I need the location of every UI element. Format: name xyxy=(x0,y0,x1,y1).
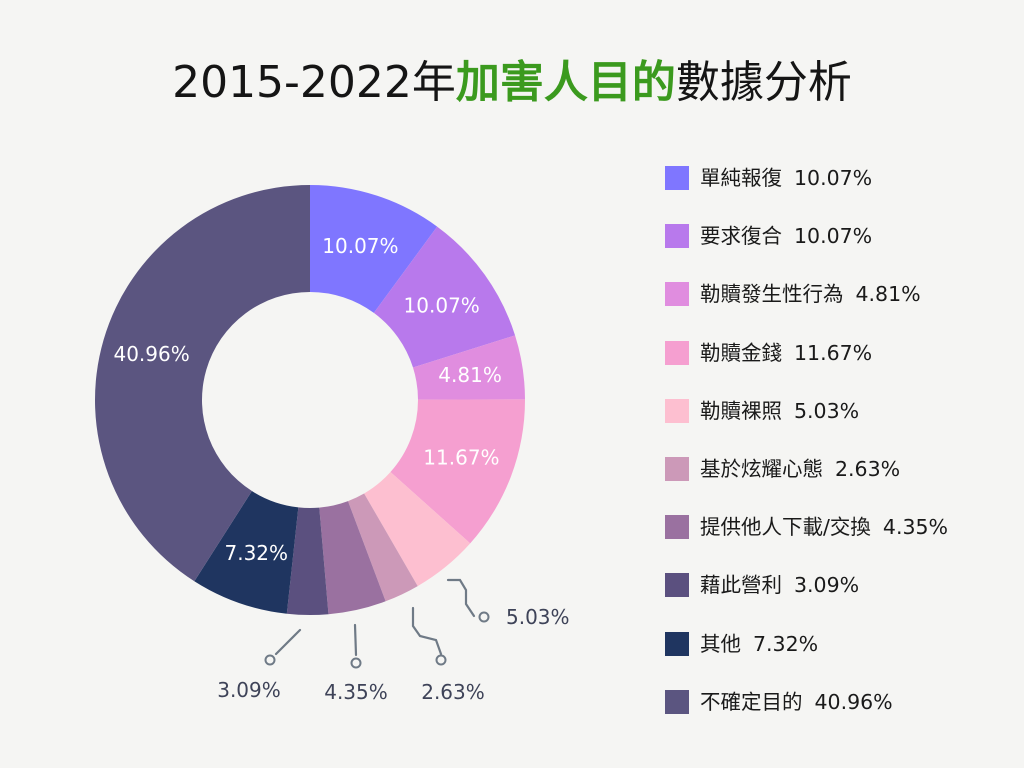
legend-label-9: 其他 7.32% xyxy=(700,626,818,662)
donut-slice-10 xyxy=(94,185,310,582)
legend-item-3: 勒贖發生性行為 4.81% xyxy=(665,276,1015,334)
legend-item-8: 藉此營利 3.09% xyxy=(665,567,1015,625)
legend-category-6: 基於炫耀心態 xyxy=(700,456,823,481)
donut-slice-2 xyxy=(373,226,516,368)
legend-item-4: 勒贖金錢 11.67% xyxy=(665,335,1015,393)
legend-value-5: 5.03% xyxy=(794,398,860,423)
legend-swatch-8 xyxy=(665,573,689,598)
legend-category-4: 勒贖金錢 xyxy=(700,340,782,365)
legend-label-8: 藉此營利 3.09% xyxy=(700,567,859,603)
legend-swatch-7 xyxy=(665,515,689,540)
value-label-10: 40.96% xyxy=(113,342,189,366)
legend-value-2: 10.07% xyxy=(794,224,873,249)
value-label-8: 3.09% xyxy=(217,678,281,702)
legend-item-5: 勒贖裸照 5.03% xyxy=(665,393,1015,451)
legend-item-2: 要求復合 10.07% xyxy=(665,218,1015,276)
legend-category-3: 勒贖發生性行為 xyxy=(700,282,844,307)
value-label-4: 11.67% xyxy=(423,446,499,470)
legend-swatch-6 xyxy=(665,456,689,481)
leader-line-5 xyxy=(446,578,476,618)
legend-label-3: 勒贖發生性行為 4.81% xyxy=(700,276,921,312)
legend-category-9: 其他 xyxy=(700,631,741,656)
legend-label-2: 要求復合 10.07% xyxy=(700,218,872,254)
leader-dot-5 xyxy=(478,611,490,623)
value-label-5: 5.03% xyxy=(506,605,570,629)
legend-value-1: 10.07% xyxy=(794,166,873,190)
legend-item-10: 不確定目的 40.96% xyxy=(665,684,1015,742)
legend-swatch-5 xyxy=(665,398,689,423)
legend-item-6: 基於炫耀心態 2.63% xyxy=(665,451,1015,509)
legend: 單純報復 10.07% 要求復合 10.07% 勒贖發生性行為 4.81% 勒贖金錢 11.6… xyxy=(665,160,1015,742)
donut-slice-1 xyxy=(310,185,438,313)
legend-swatch-3 xyxy=(665,282,689,307)
leader-line-6 xyxy=(411,606,443,656)
value-label-7: 4.35% xyxy=(324,680,388,704)
title-prefix: 2015-2022年 xyxy=(172,57,456,108)
donut-slice-3 xyxy=(413,335,525,400)
donut-slice-8 xyxy=(286,507,329,615)
title-suffix: 數據分析 xyxy=(675,57,852,108)
legend-category-1: 單純報復 xyxy=(700,166,782,190)
donut-slices xyxy=(94,185,525,615)
legend-swatch-4 xyxy=(665,340,689,365)
legend-category-5: 勒贖裸照 xyxy=(700,398,782,423)
value-label-1: 10.07% xyxy=(322,234,398,258)
legend-category-7: 提供他人下載/交換 xyxy=(700,515,871,540)
legend-value-7: 4.35% xyxy=(882,515,949,540)
donut-slice-9 xyxy=(194,491,299,614)
legend-swatch-9 xyxy=(665,631,689,656)
donut-slice-4 xyxy=(390,399,525,544)
legend-swatch-1 xyxy=(665,166,689,190)
legend-swatch-10 xyxy=(665,689,689,714)
legend-value-3: 4.81% xyxy=(855,282,921,307)
legend-label-5: 勒贖裸照 5.03% xyxy=(700,393,859,429)
value-label-2: 10.07% xyxy=(404,294,480,318)
legend-category-8: 藉此營利 xyxy=(700,573,782,598)
legend-label-10: 不確定目的 40.96% xyxy=(700,684,893,720)
donut-value-labels: 10.07% 10.07% 4.81% 11.67% 5.03% 2.63% 4.35% 3.… xyxy=(113,234,569,704)
legend-label-4: 勒贖金錢 11.67% xyxy=(700,335,872,371)
donut-slice-5 xyxy=(364,472,471,587)
legend-value-10: 40.96% xyxy=(814,689,893,714)
legend-item-7: 提供他人下載/交換 4.35% xyxy=(665,509,1015,567)
legend-value-6: 2.63% xyxy=(835,456,901,481)
legend-value-8: 3.09% xyxy=(794,573,860,598)
leader-dot-8 xyxy=(264,654,276,666)
legend-value-4: 11.67% xyxy=(794,340,873,365)
leader-line-7 xyxy=(353,623,358,657)
donut-slice-7 xyxy=(319,501,386,615)
leader-line-8 xyxy=(274,628,302,656)
legend-label-6: 基於炫耀心態 2.63% xyxy=(700,451,900,487)
legend-item-9: 其他 7.32% xyxy=(665,626,1015,684)
legend-swatch-2 xyxy=(665,224,689,249)
chart-title: 2015-2022年加害人目的數據分析 xyxy=(0,46,1024,110)
legend-value-9: 7.32% xyxy=(753,631,819,656)
value-label-9: 7.32% xyxy=(225,541,289,565)
donut-slice-6 xyxy=(347,493,418,602)
value-label-6: 2.63% xyxy=(421,680,485,704)
legend-item-1: 單純報復 10.07% xyxy=(665,160,1015,218)
title-highlight: 加害人目的 xyxy=(455,57,676,108)
legend-category-2: 要求復合 xyxy=(700,224,782,249)
value-label-3: 4.81% xyxy=(438,363,502,387)
legend-category-10: 不確定目的 xyxy=(700,689,803,714)
legend-label-7: 提供他人下載/交換 4.35% xyxy=(700,509,948,545)
leader-dot-6 xyxy=(435,654,447,666)
leader-dot-7 xyxy=(350,657,362,669)
legend-label-1: 單純報復 10.07% xyxy=(700,160,872,196)
